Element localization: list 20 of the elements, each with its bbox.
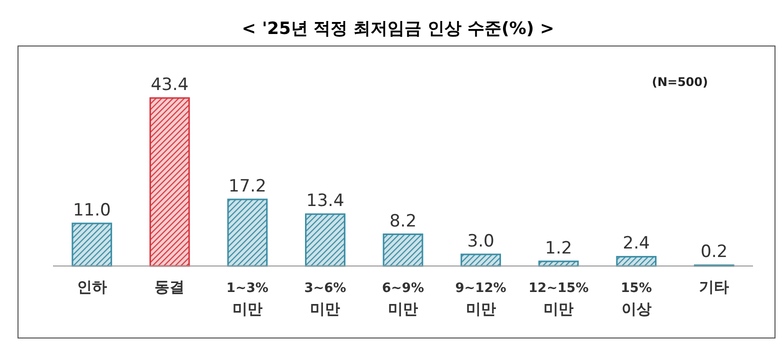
data-label: 13.4 [306, 191, 344, 212]
data-label: 11.0 [72, 200, 111, 220]
x-tick-label: 6~9% 미만 [382, 281, 424, 318]
x-tick-label: 기타 [699, 278, 730, 296]
data-label: 2.4 [622, 234, 650, 254]
x-tick-label: 12~15% 미만 [528, 281, 589, 318]
data-label: 8.2 [389, 211, 417, 232]
x-tick-label: 15% 이상 [620, 281, 652, 318]
text: (N=500) [652, 75, 708, 89]
x-tick-label: 1~3% 미만 [226, 281, 268, 318]
chart-title: < '25년 적정 최저임금 인상 수준(%) > [242, 19, 554, 39]
data-label: 1.2 [545, 238, 572, 258]
data-label: 3.0 [467, 231, 494, 252]
x-tick-label: 9~12% 미만 [455, 281, 506, 318]
x-tick-label: 3~6% 미만 [304, 281, 346, 318]
data-label: 0.2 [700, 242, 728, 262]
x-tick-label: 인하 [76, 278, 107, 296]
x-tick-label: 동결 [154, 278, 185, 296]
data-label: 43.4 [150, 75, 189, 95]
data-label: 17.2 [228, 176, 266, 196]
